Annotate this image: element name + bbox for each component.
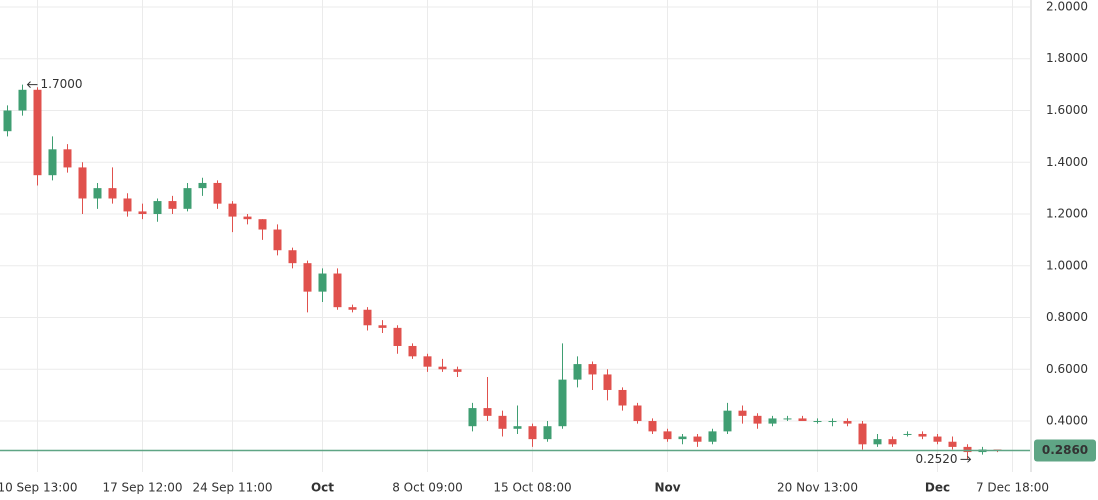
last-price-label: 0.2860: [1042, 443, 1088, 457]
min-annotation: 0.2520: [916, 452, 958, 466]
candle-body: [18, 89, 27, 111]
candle-body: [273, 229, 282, 251]
candle-body: [813, 421, 822, 423]
candle-body: [183, 188, 192, 209]
x-tick-label: 17 Sep 12:00: [102, 481, 182, 495]
candle-body: [888, 439, 897, 445]
candle-body: [648, 421, 657, 432]
candle-body: [438, 366, 447, 370]
y-tick-label: 1.0000: [1046, 258, 1088, 272]
candle-body: [3, 110, 12, 132]
candle-body: [108, 188, 117, 199]
candle-body: [63, 149, 72, 168]
candle-body: [423, 356, 432, 367]
candle-body: [468, 408, 477, 427]
candle-body: [93, 188, 102, 199]
candle-body: [333, 273, 342, 308]
candle-body: [258, 219, 267, 230]
min-arrow: [960, 455, 972, 463]
candle-body: [678, 436, 687, 440]
candle-body: [453, 369, 462, 372]
candle-body: [243, 216, 252, 220]
candle-body: [873, 439, 882, 445]
last-price-box: [1034, 439, 1096, 462]
candle-body: [513, 426, 522, 429]
max-arrow: [26, 81, 38, 88]
candle-body: [543, 426, 552, 440]
candle-body: [303, 263, 312, 292]
y-tick-label: 0.4000: [1046, 414, 1088, 428]
candle-body: [708, 431, 717, 442]
candle-body: [828, 421, 837, 423]
candle-body: [858, 423, 867, 445]
candle-body: [528, 426, 537, 440]
y-tick-label: 1.4000: [1046, 155, 1088, 169]
x-tick-label: Nov: [654, 481, 680, 495]
candle-body: [693, 436, 702, 442]
candle-body: [498, 415, 507, 429]
candle-body: [318, 273, 327, 292]
candle-body: [78, 167, 87, 199]
y-tick-label: 0.8000: [1046, 310, 1088, 324]
candle-body: [123, 198, 132, 212]
candle-body: [348, 307, 357, 310]
candle-body: [153, 201, 162, 215]
x-tick-label: Oct: [311, 481, 334, 495]
candle-body: [798, 418, 807, 422]
candle-body: [918, 433, 927, 437]
candle-body: [723, 410, 732, 432]
candle-body: [33, 89, 42, 176]
y-tick-label: 1.6000: [1046, 103, 1088, 117]
candle-body: [903, 433, 912, 435]
candle-body: [948, 441, 957, 447]
candle-body: [408, 345, 417, 357]
y-tick-label: 0.6000: [1046, 362, 1088, 376]
x-tick-label: 10 Sep 13:00: [0, 481, 78, 495]
candle-body: [483, 408, 492, 416]
candle-body: [633, 405, 642, 422]
candle-body: [603, 374, 612, 390]
candle-body: [783, 418, 792, 420]
candle-body: [48, 149, 57, 176]
candle-body: [558, 379, 567, 427]
x-tick-label: 8 Oct 09:00: [392, 481, 463, 495]
candle-body: [228, 203, 237, 217]
candle-body: [573, 364, 582, 380]
candle-body: [213, 182, 222, 204]
candle-body: [168, 201, 177, 209]
candle-body: [138, 211, 147, 215]
y-tick-label: 2.0000: [1046, 0, 1088, 13]
candle-body: [393, 327, 402, 346]
candle-body: [363, 309, 372, 326]
candle-body: [753, 415, 762, 424]
x-tick-label: Dec: [925, 481, 950, 495]
y-tick-label: 1.8000: [1046, 51, 1088, 65]
candle-body: [288, 250, 297, 264]
candle-body: [663, 431, 672, 440]
candle-body: [738, 410, 747, 416]
candle-body: [963, 446, 972, 453]
x-tick-label: 15 Oct 08:00: [493, 481, 571, 495]
candle-body: [588, 364, 597, 375]
candle-body: [198, 182, 207, 189]
candle-body: [933, 436, 942, 442]
candle-body: [378, 325, 387, 328]
x-tick-label: 24 Sep 11:00: [192, 481, 272, 495]
candle-body: [618, 389, 627, 406]
x-tick-label: 20 Nov 13:00: [777, 481, 858, 495]
candle-body: [768, 418, 777, 424]
x-tick-label: 7 Dec 18:00: [976, 481, 1049, 495]
y-tick-label: 1.2000: [1046, 207, 1088, 221]
candle-body: [843, 421, 852, 424]
max-annotation: 1.7000: [41, 77, 83, 91]
